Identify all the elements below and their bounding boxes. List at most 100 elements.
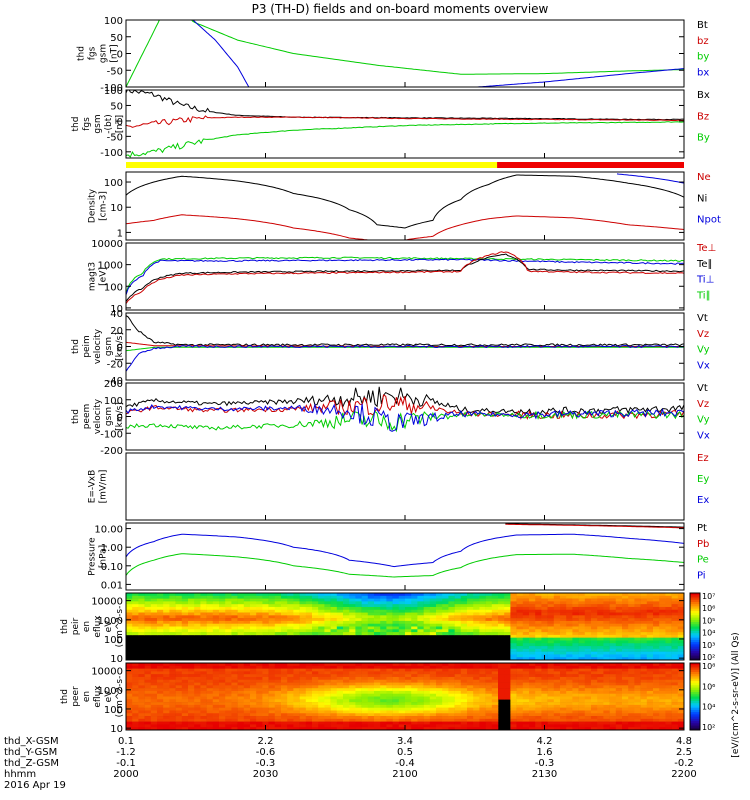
heatmap-cell <box>250 679 257 683</box>
heatmap-cell <box>262 676 269 681</box>
heatmap-cell <box>243 595 251 599</box>
heatmap-cell <box>442 716 449 720</box>
heatmap-cell <box>330 688 338 692</box>
heatmap-cell <box>150 595 158 599</box>
heatmap-cell <box>677 674 684 678</box>
heatmap-cell <box>349 699 356 703</box>
heatmap-cell <box>169 601 176 605</box>
heatmap-cell <box>448 674 455 678</box>
heatmap-cell <box>473 671 480 675</box>
heatmap-cell <box>243 716 251 720</box>
heatmap-cell <box>312 690 319 695</box>
heatmap-cell <box>479 663 486 667</box>
heatmap-cell <box>336 593 344 597</box>
heatmap-cell <box>628 665 635 669</box>
heatmap-cell <box>126 612 133 616</box>
heatmap-cell <box>665 707 672 711</box>
heatmap-cell <box>615 598 623 602</box>
heatmap-cell <box>553 668 561 672</box>
heatmap-cell <box>454 679 462 683</box>
heatmap-cell <box>516 640 524 644</box>
heatmap-cell <box>299 721 307 725</box>
heatmap-cell <box>144 710 152 714</box>
heatmap-cell <box>206 702 214 706</box>
heatmap-cell <box>448 618 455 622</box>
heatmap-cell <box>126 629 133 633</box>
heatmap-cell <box>287 702 294 706</box>
heatmap-cell <box>200 679 207 683</box>
heatmap-cell <box>262 710 269 714</box>
heatmap-cell <box>597 718 604 722</box>
heatmap-cell <box>380 601 387 605</box>
heatmap-cell <box>522 685 530 689</box>
heatmap-cell <box>566 702 573 706</box>
heatmap-cell <box>169 620 176 625</box>
heatmap-cell <box>200 702 207 706</box>
colorbar-segment <box>690 716 700 720</box>
heatmap-cell <box>584 640 592 644</box>
heatmap-cell <box>473 688 480 692</box>
heatmap-cell <box>206 632 214 636</box>
heatmap-cell <box>268 618 276 622</box>
mode-bar-segment <box>497 162 684 168</box>
heatmap-cell <box>460 620 468 625</box>
series-Vz-line <box>126 394 684 420</box>
heatmap-cell <box>615 620 623 625</box>
heatmap-cell <box>237 702 245 706</box>
heatmap-cell <box>243 629 251 633</box>
heatmap-cell <box>312 618 319 622</box>
heatmap-cell <box>491 595 499 599</box>
heatmap-cell <box>417 598 424 602</box>
heatmap-cell <box>144 612 152 616</box>
heatmap-cell <box>628 679 635 683</box>
heatmap-cell <box>615 643 623 647</box>
legend-Npot: Npot <box>697 215 721 226</box>
heatmap-cell <box>349 721 356 725</box>
heatmap-cell <box>343 676 350 681</box>
heatmap-cell <box>132 707 139 711</box>
heatmap-cell <box>367 716 375 720</box>
heatmap-cell <box>442 693 449 697</box>
heatmap-cell <box>516 704 524 708</box>
heatmap-cell <box>547 643 555 647</box>
heatmap-cell <box>206 682 214 686</box>
heatmap-cell <box>250 598 257 602</box>
heatmap-cell <box>460 682 468 686</box>
heatmap-cell <box>541 674 548 678</box>
heatmap-cell <box>380 674 387 678</box>
heatmap-cell <box>212 618 220 622</box>
heatmap-cell <box>312 612 319 616</box>
heatmap-cell <box>243 707 251 711</box>
heatmap-cell <box>522 676 530 681</box>
heatmap-cell <box>553 654 561 658</box>
heatmap-cell <box>411 676 418 681</box>
heatmap-cell <box>144 609 152 613</box>
heatmap-cell <box>194 629 201 633</box>
heatmap-cell <box>628 690 635 695</box>
heatmap-cell <box>225 685 232 689</box>
heatmap-cell <box>423 685 431 689</box>
heatmap-cell <box>380 609 387 613</box>
heatmap-cell <box>256 606 263 611</box>
heatmap-cell <box>374 682 381 686</box>
heatmap-cell <box>293 671 300 675</box>
heatmap-cell <box>386 724 393 728</box>
heatmap-cell <box>274 593 282 597</box>
heatmap-cell <box>541 632 548 636</box>
heatmap-cell <box>281 702 288 706</box>
heatmap-cell <box>460 598 468 602</box>
heatmap-cell <box>423 724 431 728</box>
heatmap-cell <box>169 690 176 695</box>
heatmap-cell <box>318 595 325 599</box>
heatmap-cell <box>572 718 579 722</box>
heatmap-cell <box>219 623 226 627</box>
heatmap-cell <box>634 724 641 728</box>
heatmap-cell <box>665 699 672 703</box>
heatmap-cell <box>169 688 176 692</box>
heatmap-cell <box>591 716 598 720</box>
heatmap-cell <box>535 618 542 622</box>
heatmap-cell <box>175 620 183 625</box>
heatmap-cell <box>553 640 561 644</box>
heatmap-cell <box>671 710 679 714</box>
heatmap-cell <box>584 595 592 599</box>
